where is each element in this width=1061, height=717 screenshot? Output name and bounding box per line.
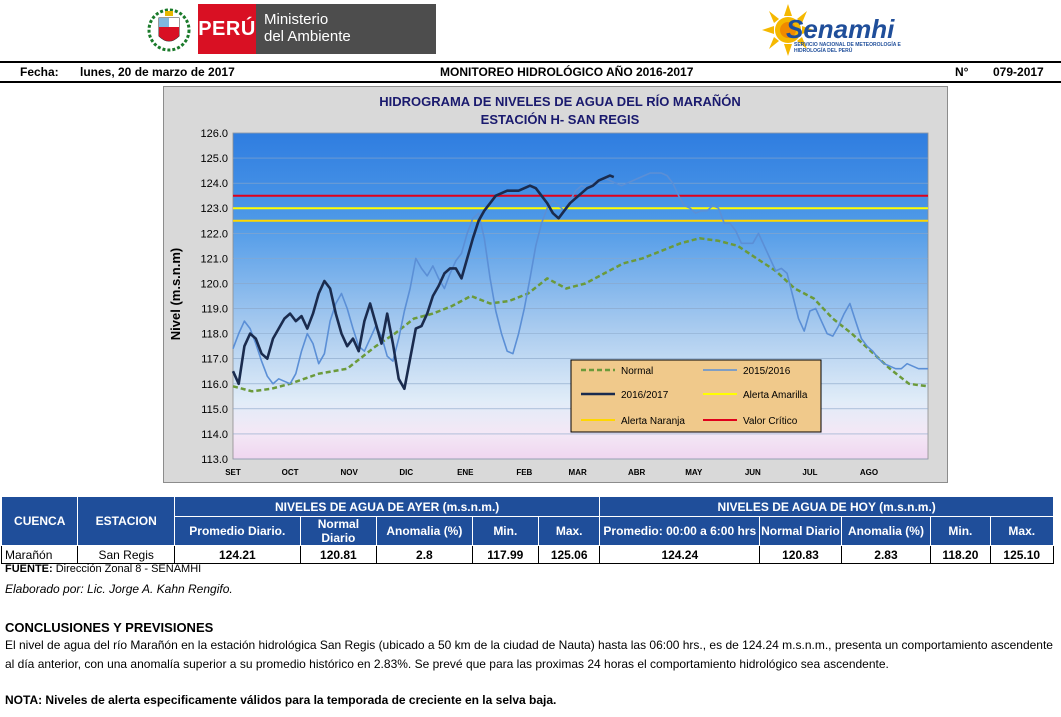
levels-table: CUENCA ESTACION NIVELES DE AGUA DE AYER … — [0, 496, 1055, 564]
chart-title: HIDROGRAMA DE NIVELES DE AGUA DEL RÍO MA… — [379, 94, 741, 109]
y-tick-label: 116.0 — [201, 379, 228, 391]
header-hoy-max: Max. — [989, 516, 1055, 546]
chart-legend: Normal 2015/2016 2016/2017 Alerta Amarilla A… — [570, 359, 822, 433]
alert-note: NOTA: Niveles de alerta especificamente … — [5, 693, 557, 707]
number-value: 079-2017 — [993, 65, 1044, 79]
header-hoy-normal: Normal Diario — [759, 516, 842, 546]
header-group-ayer: NIVELES DE AGUA DE AYER (m.s.n.m.) — [173, 496, 601, 517]
fecha-label: Fecha: — [20, 65, 59, 79]
senamhi-label: Senamhi — [786, 14, 895, 44]
y-axis-label: Nivel (m.s.n.m) — [168, 248, 183, 340]
header-ayer-promedio: Promedio Diario. — [173, 516, 301, 546]
series-line — [231, 174, 615, 391]
y-tick-label: 113.0 — [201, 454, 228, 466]
cell-ayer-min: 117.99 — [471, 545, 540, 564]
conclusion-text: El nivel de agua del río Marañón en la e… — [5, 638, 1053, 671]
y-tick-label: 123.0 — [200, 203, 228, 215]
fecha-value: lunes, 20 de marzo de 2017 — [80, 65, 235, 79]
chart-subtitle: ESTACIÓN H- SAN REGIS — [481, 112, 640, 127]
y-tick-label: 120.0 — [200, 278, 228, 290]
senamhi-logo: Senamhi SERVICIO NACIONAL DE METEOROLOGÍ… — [758, 2, 948, 58]
cell-ayer-normal: 120.81 — [299, 545, 378, 564]
y-tick-label: 125.0 — [200, 153, 228, 165]
legend-label: 2015/2016 — [743, 366, 791, 377]
header-estacion: ESTACION — [77, 496, 175, 546]
ministry-line1: Ministerio — [264, 11, 329, 28]
series-lines — [231, 172, 929, 393]
cell-hoy-anomalia: 2.83 — [840, 545, 932, 564]
source-value: Dirección Zonal 8 - SENAMHI — [52, 563, 202, 575]
legend-label: Alerta Amarilla — [743, 390, 808, 401]
x-tick-label: MAR — [569, 468, 587, 477]
peru-label: PERÚ — [198, 4, 256, 54]
author-line: Elaborado por: Lic. Jorge A. Kahn Rengif… — [5, 582, 233, 596]
y-tick-label: 124.0 — [200, 178, 228, 190]
header-ayer-min: Min. — [471, 516, 540, 546]
x-tick-label: FEB — [516, 468, 532, 477]
report-title: MONITOREO HIDROLÓGICO AÑO 2016-2017 — [440, 65, 694, 79]
cell-hoy-promedio: 124.24 — [599, 545, 761, 564]
series-line — [232, 172, 928, 385]
x-axis-ticks: SET OCT NOV DIC ENE FEB MAR ABR MAY JUN JUL AGO — [225, 468, 878, 477]
x-tick-label: AGO — [860, 468, 878, 477]
conclusion-title: CONCLUSIONES Y PREVISIONES — [5, 620, 214, 635]
source-label: FUENTE: — [5, 563, 53, 575]
header-ayer-anomalia: Anomalia (%) — [376, 516, 473, 546]
cell-cuenca: Marañón — [0, 545, 79, 564]
x-tick-label: JUN — [745, 468, 761, 477]
cell-ayer-promedio: 124.21 — [173, 545, 301, 564]
ministry-line2: del Ambiente — [264, 28, 351, 45]
cell-ayer-anomalia: 2.8 — [376, 545, 473, 564]
peru-coat-of-arms-icon — [147, 8, 191, 52]
x-tick-label: ABR — [628, 468, 646, 477]
hydrograph-chart: HIDROGRAMA DE NIVELES DE AGUA DEL RÍO MA… — [168, 94, 929, 477]
number-label: N° — [955, 65, 969, 79]
ministry-label: Ministerio del Ambiente — [256, 4, 436, 54]
table-row: Marañón San Regis 124.21 120.81 2.8 117.… — [0, 545, 1055, 564]
header-ayer-normal: Normal Diario — [299, 516, 378, 546]
series-line — [232, 237, 929, 393]
x-tick-label: MAY — [685, 468, 703, 477]
y-tick-label: 121.0 — [200, 253, 228, 265]
sun-icon — [762, 4, 814, 56]
x-tick-label: NOV — [340, 468, 358, 477]
header-hoy-promedio: Promedio: 00:00 a 6:00 hrs — [599, 516, 761, 546]
cell-hoy-min: 118.20 — [930, 545, 991, 564]
senamhi-subtitle: SERVICIO NACIONAL DE METEOROLOGÍA E HIDR… — [794, 42, 901, 54]
y-tick-label: 122.0 — [200, 228, 228, 240]
cell-hoy-max: 125.10 — [989, 545, 1055, 564]
legend-label: Alerta Naranja — [621, 416, 685, 427]
cell-estacion: San Regis — [77, 545, 175, 564]
header-hoy-min: Min. — [930, 516, 991, 546]
y-tick-label: 115.0 — [201, 404, 228, 416]
header-ayer-max: Max. — [537, 516, 601, 546]
y-tick-label: 117.0 — [201, 354, 228, 366]
y-tick-label: 119.0 — [201, 304, 228, 316]
legend-label: Valor Crítico — [743, 416, 798, 427]
x-tick-label: ENE — [457, 468, 474, 477]
source-line: FUENTE: Dirección Zonal 8 - SENAMHI — [5, 563, 201, 575]
report-info-bar: Fecha: lunes, 20 de marzo de 2017 MONITO… — [0, 61, 1061, 83]
peru-ministry-logo: PERÚ Ministerio del Ambiente — [140, 2, 440, 56]
header-group-hoy: NIVELES DE AGUA DE HOY (m.s.n.m.) — [599, 496, 1054, 517]
y-tick-label: 114.0 — [201, 429, 228, 441]
header-cuenca: CUENCA — [0, 496, 79, 546]
x-tick-label: SET — [225, 468, 241, 477]
header-hoy-anomalia: Anomalia (%) — [840, 516, 932, 546]
x-tick-label: OCT — [282, 468, 299, 477]
legend-label: Normal — [621, 366, 653, 377]
cell-hoy-normal: 120.83 — [759, 545, 842, 564]
x-tick-label: JUL — [802, 468, 817, 477]
x-tick-label: DIC — [399, 468, 413, 477]
y-axis-ticks: 113.0 114.0 115.0 116.0 117.0 118.0 119.0 120.0… — [200, 128, 228, 466]
y-tick-label: 126.0 — [200, 128, 228, 140]
legend-label: 2016/2017 — [621, 390, 669, 401]
cell-ayer-max: 125.06 — [537, 545, 601, 564]
y-tick-label: 118.0 — [201, 329, 228, 341]
